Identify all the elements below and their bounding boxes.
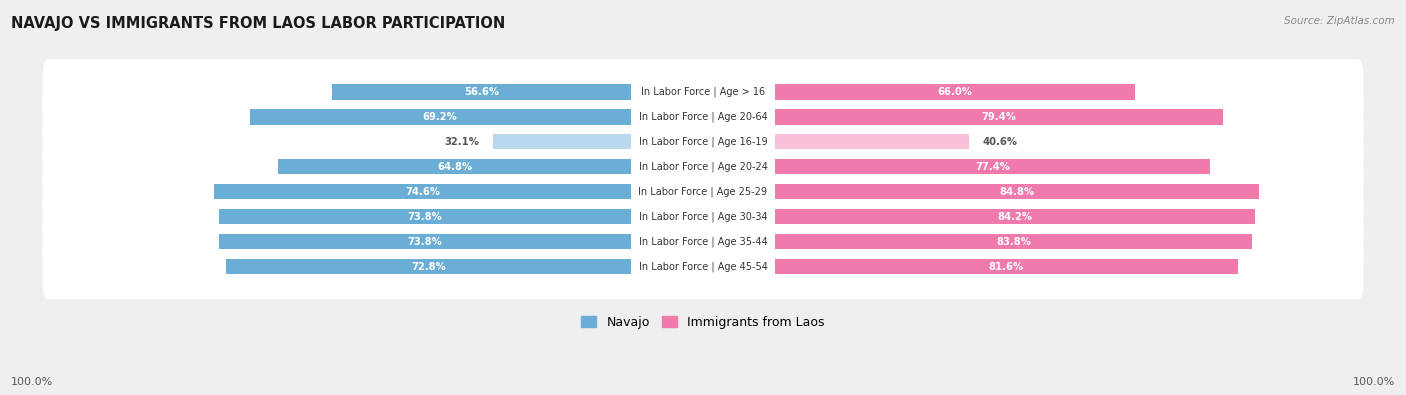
Bar [219, 209, 631, 224]
FancyBboxPatch shape [42, 209, 1364, 274]
Bar [278, 159, 631, 175]
Text: 40.6%: 40.6% [983, 137, 1017, 147]
FancyBboxPatch shape [42, 234, 1364, 299]
Text: 79.4%: 79.4% [981, 112, 1017, 122]
Bar [775, 209, 1254, 224]
Bar [775, 234, 1253, 250]
Bar [214, 184, 631, 199]
Bar [226, 259, 631, 275]
Text: In Labor Force | Age 35-44: In Labor Force | Age 35-44 [638, 237, 768, 247]
Text: 66.0%: 66.0% [938, 87, 973, 97]
Bar [775, 184, 1258, 199]
FancyBboxPatch shape [42, 134, 1364, 199]
Bar [775, 259, 1237, 275]
Text: 77.4%: 77.4% [976, 162, 1010, 172]
Text: Source: ZipAtlas.com: Source: ZipAtlas.com [1284, 16, 1395, 26]
Text: In Labor Force | Age 20-64: In Labor Force | Age 20-64 [638, 111, 768, 122]
Text: 69.2%: 69.2% [423, 112, 457, 122]
FancyBboxPatch shape [42, 159, 1364, 224]
Text: 74.6%: 74.6% [405, 187, 440, 197]
FancyBboxPatch shape [42, 184, 1364, 249]
Text: 56.6%: 56.6% [464, 87, 499, 97]
Text: 83.8%: 83.8% [995, 237, 1031, 247]
Text: In Labor Force | Age 45-54: In Labor Force | Age 45-54 [638, 261, 768, 272]
Bar [775, 84, 1136, 100]
Text: In Labor Force | Age 16-19: In Labor Force | Age 16-19 [638, 137, 768, 147]
Bar [250, 109, 631, 124]
Bar [219, 234, 631, 250]
Bar [492, 134, 631, 149]
Text: 73.8%: 73.8% [408, 212, 443, 222]
Text: In Labor Force | Age 25-29: In Labor Force | Age 25-29 [638, 186, 768, 197]
Text: 84.8%: 84.8% [1000, 187, 1035, 197]
Bar [775, 109, 1223, 124]
Text: 84.2%: 84.2% [997, 212, 1032, 222]
Text: 73.8%: 73.8% [408, 237, 443, 247]
Text: 32.1%: 32.1% [444, 137, 479, 147]
Text: 64.8%: 64.8% [437, 162, 472, 172]
Text: In Labor Force | Age 30-34: In Labor Force | Age 30-34 [638, 211, 768, 222]
Text: In Labor Force | Age 20-24: In Labor Force | Age 20-24 [638, 162, 768, 172]
Text: 81.6%: 81.6% [988, 262, 1024, 272]
Text: In Labor Force | Age > 16: In Labor Force | Age > 16 [641, 87, 765, 97]
Bar [775, 159, 1211, 175]
Text: 100.0%: 100.0% [11, 377, 53, 387]
FancyBboxPatch shape [42, 84, 1364, 149]
Text: 72.8%: 72.8% [411, 262, 446, 272]
FancyBboxPatch shape [42, 109, 1364, 174]
Legend: Navajo, Immigrants from Laos: Navajo, Immigrants from Laos [576, 311, 830, 334]
Bar [332, 84, 631, 100]
Text: NAVAJO VS IMMIGRANTS FROM LAOS LABOR PARTICIPATION: NAVAJO VS IMMIGRANTS FROM LAOS LABOR PAR… [11, 16, 506, 31]
FancyBboxPatch shape [42, 59, 1364, 124]
Text: 100.0%: 100.0% [1353, 377, 1395, 387]
Bar [775, 134, 969, 149]
